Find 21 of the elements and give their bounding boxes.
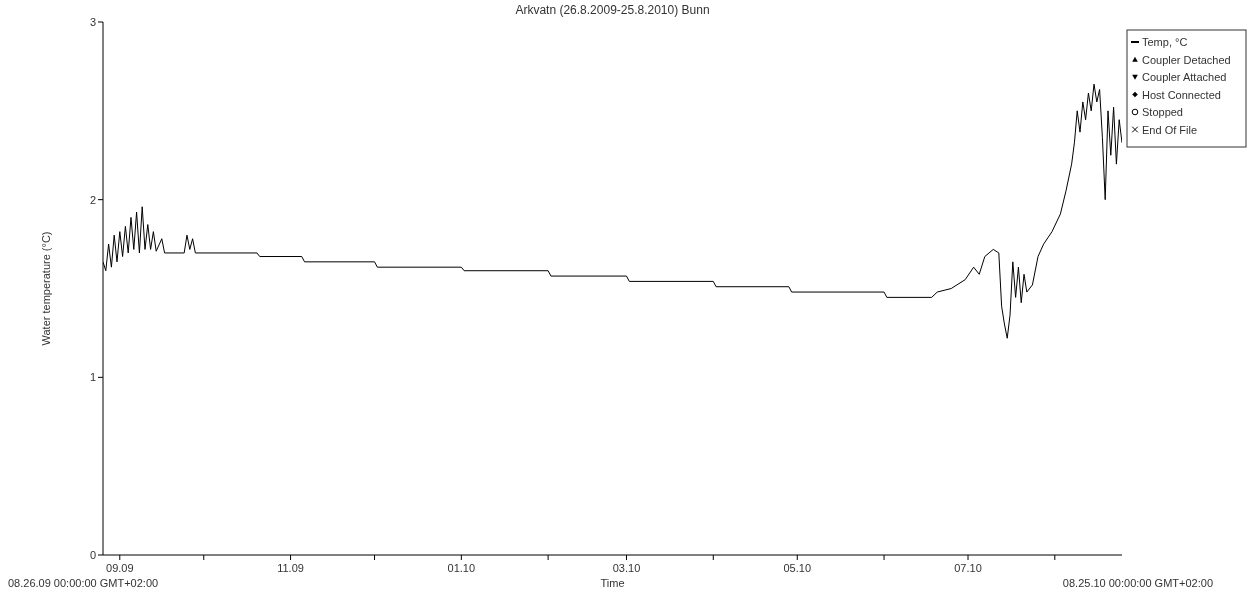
y-tick-label: 1: [89, 371, 96, 384]
text: 08.25.10 00:00:00 GMT+02:00: [1062, 577, 1213, 589]
x-tick-label: 01.10: [447, 562, 476, 574]
x-tick-label: 07.10: [954, 562, 982, 574]
legend-label: Coupler Detached: [1142, 53, 1231, 66]
x-tick-label: 11.09: [277, 562, 304, 574]
x-tick-label: 05.10: [783, 562, 812, 574]
x-axis-title: Time: [600, 577, 625, 589]
y-axis-title: Water temperature (°C): [40, 231, 52, 346]
legend-label: Stopped: [1142, 106, 1183, 118]
y-tick-label: 0: [89, 549, 96, 561]
y-tick-label: 3: [89, 16, 96, 28]
legend-label: Host Connected: [1142, 88, 1221, 101]
x-tick-label: 09.09: [106, 562, 134, 574]
legend-label: Coupler Attached: [1142, 71, 1227, 83]
chart-title: Arkvatn (26.8.2009-25.8.2010) Bunn: [515, 3, 710, 17]
legend-label: End Of File: [1142, 123, 1198, 136]
x-tick-label: 03.10: [612, 562, 641, 574]
text: 08.26.09 00:00:00 GMT+02:00: [8, 577, 159, 589]
legend-label: Temp, °C: [1142, 36, 1188, 48]
y-tick-label: 2: [89, 193, 96, 206]
